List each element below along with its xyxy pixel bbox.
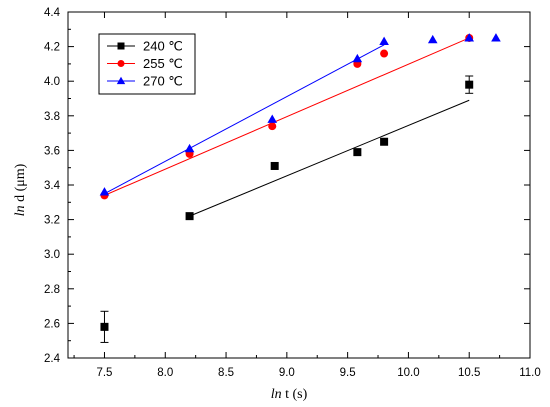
series-0-point-2 (270, 161, 279, 170)
series-0-point-1 (185, 212, 194, 221)
x-tick-label-4: 9.5 (340, 367, 356, 379)
y-tick-label-4: 3.2 (44, 215, 60, 227)
x-tick-label-5: 10.0 (397, 367, 419, 379)
x-tick-label-1: 8.0 (157, 367, 173, 379)
x-tick-label-7: 11.0 (519, 367, 541, 379)
y-tick-label-1: 2.6 (44, 318, 60, 330)
series-2-fit-line (104, 44, 385, 195)
legend-label-1: 255 ℃ (143, 56, 183, 71)
x-axis-title: ln t (s) (271, 387, 308, 402)
y-tick-label-6: 3.6 (44, 145, 60, 157)
series-2-point-1 (184, 143, 195, 153)
series-0-point-3 (353, 148, 362, 157)
series-0-point-5 (465, 80, 474, 89)
series-2-point-3 (352, 53, 363, 63)
series-2-point-0 (99, 187, 110, 196)
series-0-point-0 (100, 322, 109, 331)
series-2-point-5 (427, 34, 438, 44)
series-2-point-4 (379, 36, 389, 46)
legend-marker-1 (117, 60, 125, 67)
error-bars-group (100, 75, 474, 343)
x-tick-label-0: 7.5 (96, 367, 112, 379)
series-1-point-4 (380, 49, 389, 58)
x-tick-label-2: 8.5 (218, 367, 234, 379)
series-1-point-2 (268, 122, 277, 131)
legend-label-2: 270 ℃ (143, 74, 183, 89)
y-tick-label-0: 2.4 (44, 353, 61, 365)
fit-lines-group (104, 37, 470, 217)
series-2-point-7 (491, 33, 501, 42)
y-tick-label-10: 4.4 (44, 7, 61, 19)
data-points-group (99, 33, 501, 331)
legend-marker-0 (117, 42, 125, 50)
series-0-point-4 (380, 137, 389, 146)
legend-marker-2 (116, 76, 126, 85)
y-tick-label-7: 3.8 (44, 111, 60, 123)
y-axis-title: ln d (μm) (13, 163, 28, 216)
y-tick-label-9: 4.2 (44, 42, 60, 54)
y-tick-label-5: 3.4 (44, 180, 61, 192)
legend: 240 ℃ 255 ℃ 270 ℃ (98, 33, 196, 95)
series-2-point-6 (464, 33, 475, 42)
series-0-fit-line (189, 99, 470, 217)
y-tick-label-2: 2.8 (44, 284, 60, 296)
x-tick-label-6: 10.5 (458, 367, 480, 379)
x-tick-label-3: 9.0 (279, 367, 295, 379)
y-tick-label-3: 3.0 (44, 249, 60, 261)
ticks-group: 7.5 8.0 8.5 9.0 9.5 10.0 10.5 11.0 2.4 2.6 2.8 3.0 3… (44, 7, 541, 379)
series-2-point-2 (267, 114, 278, 123)
series-1-fit-line (104, 37, 470, 196)
legend-label-0: 240 ℃ (143, 39, 183, 54)
y-tick-label-8: 4.0 (44, 76, 60, 88)
